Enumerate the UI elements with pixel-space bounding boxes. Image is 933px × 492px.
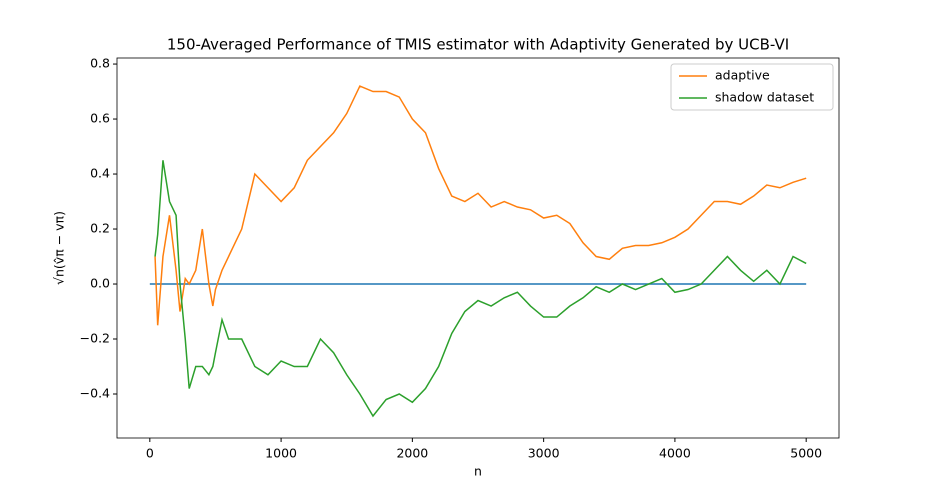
y-tick-label: −0.2 [80,331,110,346]
series-line [154,85,807,326]
x-axis-label: n [474,464,482,479]
y-tick-label: 0.6 [90,111,110,126]
y-axis-label: √n(v̂π − vπ) [52,211,67,285]
y-tick-label: 0.2 [90,221,110,236]
x-tick-label: 0 [146,446,154,461]
x-tick-label: 1000 [265,446,297,461]
x-tick-label: 3000 [528,446,560,461]
legend-label: shadow dataset [715,90,814,105]
series-line [154,160,807,418]
chart-title: 150-Averaged Performance of TMIS estimat… [167,36,789,54]
x-tick-label: 2000 [396,446,428,461]
legend-label: adaptive [715,68,770,83]
x-tick-label: 4000 [659,446,691,461]
plot-frame [116,57,840,439]
legend-box [670,63,834,111]
x-tick-label: 5000 [790,446,822,461]
y-tick-label: 0.8 [90,56,110,71]
y-tick-label: −0.4 [80,386,110,401]
y-tick-label: 0.0 [90,276,110,291]
y-tick-label: 0.4 [90,166,110,181]
